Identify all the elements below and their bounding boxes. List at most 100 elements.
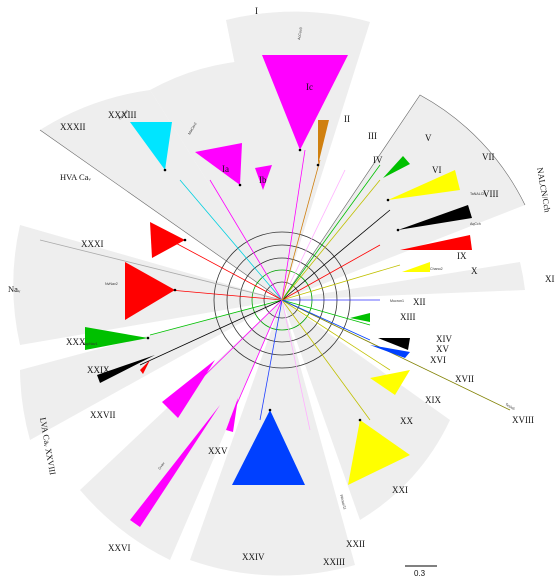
branch [281, 299, 391, 371]
branch [149, 299, 283, 336]
clade-vi-triangle [388, 170, 460, 200]
clade-label-vii: VII [482, 152, 495, 162]
clade-ia-triangle [195, 143, 242, 185]
node-dot [396, 228, 400, 232]
clade-xvi-triangle [370, 345, 410, 358]
wedge-xi [282, 262, 525, 300]
clade-labels: I Ic Ia Ib II III IV V VI VII VIII IX X … [60, 6, 555, 567]
clade-label-xxii: XXII [346, 539, 365, 549]
group-outlines [39, 94, 526, 301]
branch [209, 179, 283, 301]
leaf-label: MaCav2 [187, 122, 197, 136]
leaf-label: Mucron1 [390, 299, 404, 303]
branch [281, 169, 346, 301]
node-dot [316, 163, 320, 167]
leaf-label: AqCch [470, 222, 481, 226]
clade-red-small [140, 360, 150, 374]
node-dot [183, 238, 187, 242]
node-markers [146, 148, 400, 422]
leaf-label: TaNALCN [470, 192, 486, 196]
clade-label-xix: XIX [425, 395, 441, 405]
wedge-xxviii [20, 300, 282, 440]
branch [229, 299, 283, 421]
outline-nalcn [281, 94, 526, 301]
clade-label-v: V [425, 133, 432, 143]
clade-x-triangle [402, 262, 430, 272]
clade-label-xx: XX [400, 416, 413, 426]
branch [281, 299, 371, 326]
clade-label-ii: II [344, 114, 350, 124]
branch [169, 239, 283, 301]
branch [169, 289, 283, 301]
clade-label-xxvii: XXVII [90, 410, 116, 420]
wedge-ia-ib [150, 60, 282, 300]
clade-xxx-triangle [85, 327, 148, 350]
clade-label-xvii: XVII [455, 374, 474, 384]
clade-label-xii: XII [413, 297, 426, 307]
leaf-label: NvNav2 [105, 282, 118, 286]
clade-label-xxvi: XXVI [108, 543, 131, 553]
branch [281, 164, 381, 301]
branch [281, 159, 321, 301]
clade-xxxi-b-triangle [125, 262, 175, 320]
clade-xxxi-a-triangle [150, 222, 185, 258]
group-label-na: Naᵥ [8, 284, 21, 294]
node-dot [268, 408, 272, 412]
branch [281, 244, 381, 301]
clade-xv-triangle [378, 338, 410, 350]
clade-label-xxix: XXIX [87, 365, 110, 375]
background-wedges [13, 11, 525, 576]
scale-bar-label: 0.3 [414, 569, 426, 578]
clade-xxvi-triangle [130, 405, 220, 527]
node-dot [298, 148, 302, 152]
branch [259, 299, 283, 421]
leaf-label: Chano2 [430, 267, 443, 271]
clade-label-i: I [255, 6, 258, 16]
branch [39, 239, 283, 301]
branch [179, 179, 283, 301]
clade-label-xxv: XXV [208, 446, 228, 456]
scale-bar: 0.3 [405, 565, 437, 578]
group-label-nalcn: NALCN/Cch [535, 167, 553, 214]
clade-label-xxxi: XXXI [81, 239, 104, 249]
leaf-label: Pkinsei11 [339, 494, 347, 510]
clade-xxix-triangle [97, 355, 155, 383]
clade-xxxiii-triangle [130, 122, 172, 170]
branch [281, 209, 391, 301]
clade-label-iv: IV [373, 155, 383, 165]
clade-label-ib: Ib [259, 175, 267, 185]
clade-label-xxiii: XXIII [323, 557, 345, 567]
clade-triangles [85, 55, 472, 527]
group-label-hva: HVA Caᵥ [60, 172, 91, 182]
clade-ib-triangle [255, 165, 272, 190]
leaf-labels: AcCav3 MaCav2 HsCav1 NvNav2 TaNALCN AqCc… [83, 27, 515, 510]
node-dot [238, 183, 242, 187]
clade-label-xiv: XIV [436, 334, 452, 344]
clade-label-xv: XV [436, 344, 449, 354]
clade-label-xviii: XVIII [512, 415, 534, 425]
clade-xiii-triangle [350, 313, 370, 322]
clade-xxv-triangle [226, 398, 238, 432]
wedge-hva [40, 90, 282, 300]
branch [281, 299, 511, 411]
node-dot [386, 198, 390, 202]
clade-label-ia: Ia [222, 164, 229, 174]
clade-xix-triangle [370, 370, 410, 395]
clade-label-iii: III [368, 131, 377, 141]
node-dot [173, 288, 177, 292]
branches [39, 149, 511, 431]
wedge-xvii-xxi [282, 300, 450, 520]
wedge-xxvi [80, 300, 282, 560]
clade-label-xvi: XVI [430, 355, 446, 365]
branch [281, 299, 311, 431]
clade-label-xxxii: XXXII [60, 122, 86, 132]
clade-xxi-triangle [348, 420, 410, 485]
clade-label-vi: VI [432, 165, 442, 175]
clade-label-xiii: XIII [400, 312, 416, 322]
branch [281, 264, 401, 301]
branch [139, 299, 283, 366]
clade-label-xxx: XXX [66, 337, 86, 347]
clade-label-viii: VIII [483, 189, 499, 199]
clade-label-ic: Ic [306, 82, 313, 92]
